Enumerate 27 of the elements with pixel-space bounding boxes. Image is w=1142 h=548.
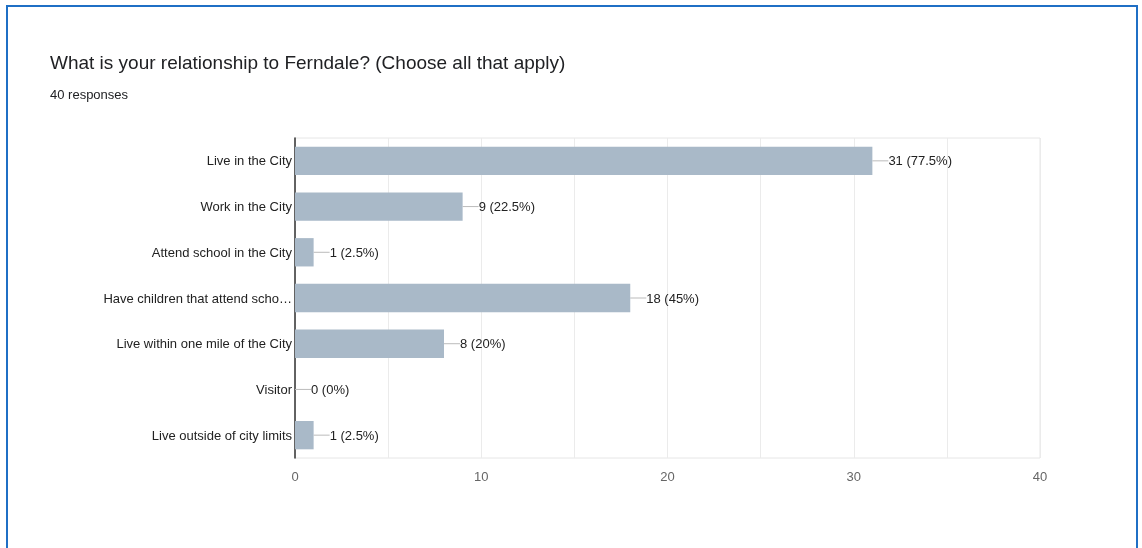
y-tick-label: Work in the City	[200, 199, 293, 215]
data-label: 31 (77.5%)	[888, 153, 952, 169]
bar	[295, 192, 463, 221]
bar	[295, 146, 873, 176]
data-label: 0 (0%)	[311, 381, 350, 397]
bar	[295, 283, 631, 313]
x-tick-label: 20	[660, 469, 675, 484]
x-tick-label: 40	[1032, 469, 1048, 484]
data-label: 8 (20%)	[460, 336, 506, 352]
bar	[295, 329, 444, 358]
y-tick-label: Attend school in the City	[151, 244, 293, 260]
y-tick-label: Live in the City	[206, 153, 293, 169]
y-tick-label: Live outside of city limits	[151, 427, 293, 443]
y-tick-label: Visitor	[256, 381, 293, 397]
text: 40 responses	[50, 87, 129, 102]
data-label: 1 (2.5%)	[329, 244, 379, 260]
data-label: 9 (22.5%)	[478, 199, 535, 215]
x-tick-label: 0	[291, 469, 299, 484]
data-label: 18 (45%)	[646, 290, 699, 306]
y-tick-label: Live within one mile of the City	[116, 336, 293, 352]
chart-title: What is your relationship to Ferndale? (Choose all that apply)	[50, 52, 566, 73]
data-label: 1 (2.5%)	[329, 427, 379, 443]
y-tick-label: Have children that attend scho…	[103, 290, 292, 306]
bar	[295, 238, 314, 267]
bar	[295, 420, 314, 450]
x-tick-label: 10	[474, 469, 489, 484]
x-tick-label: 30	[846, 469, 861, 484]
